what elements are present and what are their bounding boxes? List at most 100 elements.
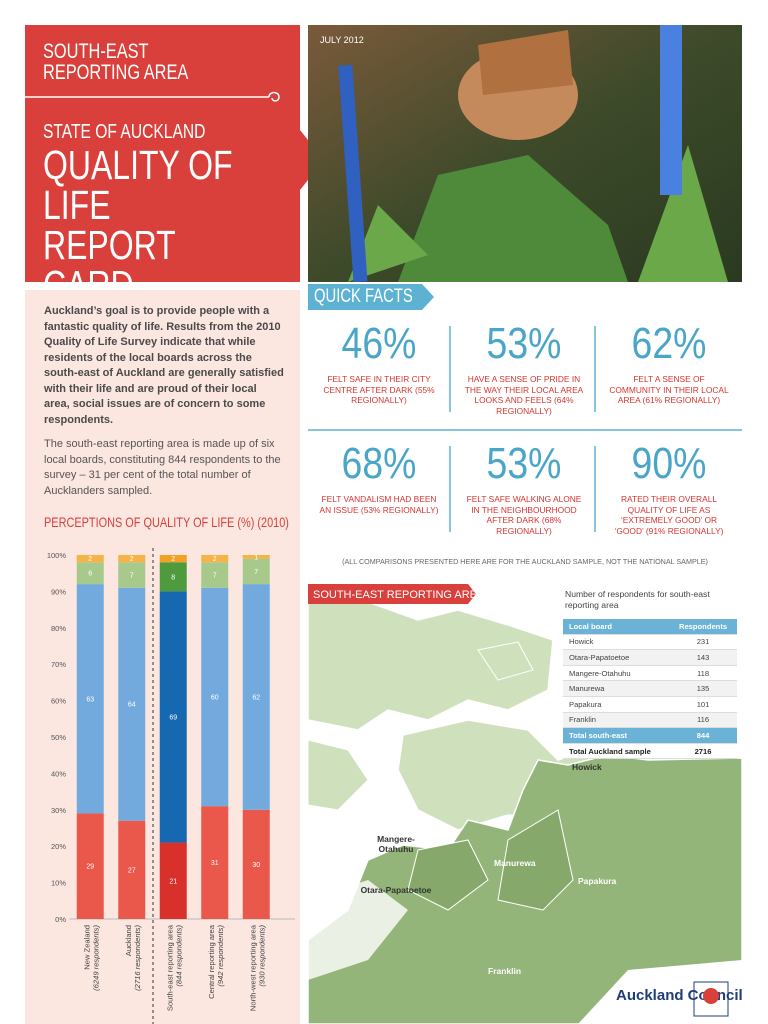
table-cell: Howick <box>563 634 670 651</box>
y-tick-label: 50% <box>51 733 66 742</box>
bar-segment <box>159 591 187 843</box>
bar-segment <box>242 555 270 559</box>
bar-segment <box>76 584 104 814</box>
fact-rules <box>308 326 742 532</box>
intro: Auckland’s goal is to provide people wit… <box>44 304 284 508</box>
value-label: 27 <box>128 867 136 874</box>
bar-segment <box>159 562 187 592</box>
table-cell: 135 <box>669 680 737 697</box>
table-cell: Total south-east <box>563 727 670 744</box>
map-label: Otara-Papatoetoe <box>361 885 432 895</box>
table-row: Papakura 101 <box>563 696 737 713</box>
table-row: Howick 231 <box>563 634 737 651</box>
x-tick-label: Central reporting area(942 respondents) <box>207 924 225 999</box>
value-label: 60 <box>211 694 219 701</box>
label-line: Otahuhu <box>379 844 414 854</box>
facts-note: (ALL COMPARISONS PRESENTED HERE ARE FOR … <box>342 557 708 566</box>
table-header: Local board Respondents <box>563 619 737 635</box>
fact-value: 46% <box>341 319 417 368</box>
x-tick-label: North-west reporting area(930 respondent… <box>248 924 266 1011</box>
bar-segment <box>201 806 229 919</box>
header-box: SOUTH-EAST REPORTING AREA STATE OF AUCKL… <box>25 25 300 306</box>
x-tick-label: New Zealand(6249 respondents) <box>82 925 100 991</box>
table-row: Otara-Papatoetoe 143 <box>563 649 737 666</box>
kicker: STATE OF AUCKLAND <box>43 121 206 143</box>
table-header-cell: Local board <box>563 619 670 635</box>
fact-text: RATED THEIR OVERALL QUALITY OF LIFE AS ‘… <box>614 494 724 536</box>
table-cell: Manurewa <box>563 680 670 697</box>
bar-segment <box>76 555 104 563</box>
table-body: Howick 231 Otara-Papatoetoe 143 Mangere-Otah… <box>563 634 737 760</box>
table-row: Franklin 116 <box>563 712 737 729</box>
fact-text: FELT SAFE WALKING ALONE IN THE NEIGHBOUR… <box>466 494 582 536</box>
chart: 0%10%20%30%40%50%60%70%80%90%100%296362N… <box>47 548 295 1024</box>
map-label: Papakura <box>578 876 617 886</box>
main-title: QUALITY OF LIFE REPORT CARD <box>43 142 233 308</box>
bar-segment <box>76 813 104 919</box>
table-row: Manurewa 135 <box>563 680 737 697</box>
map-label: Manurewa <box>494 858 536 868</box>
table-cell: Papakura <box>563 696 670 713</box>
value-label: 30 <box>252 862 260 869</box>
value-label: 63 <box>86 696 94 703</box>
bar-segment <box>242 584 270 810</box>
region-title: SOUTH-EAST REPORTING AREA <box>43 40 189 84</box>
category-name: Auckland <box>124 925 133 956</box>
fact-value: 68% <box>341 439 417 488</box>
bar-segment <box>242 809 270 919</box>
map: SOUTH-EAST REPORTING AREA Howick Mangere… <box>308 580 742 1024</box>
value-label: 2 <box>213 556 217 563</box>
table-cell: Otara-Papatoetoe <box>563 649 670 666</box>
bar-segment <box>76 562 104 585</box>
value-label: 7 <box>130 573 134 580</box>
fact-value: 53% <box>486 319 562 368</box>
intro-paragraph: Auckland’s goal is to provide people wit… <box>44 305 284 426</box>
table-cell: 116 <box>669 712 737 729</box>
y-tick-label: 0% <box>55 915 66 924</box>
bar-segment <box>159 842 187 919</box>
bar-segment <box>201 555 229 563</box>
category-note: (930 respondents) <box>257 925 266 987</box>
table-cell: 2716 <box>669 743 737 760</box>
value-label: 8 <box>171 574 175 581</box>
value-label: 7 <box>254 569 258 576</box>
map-label: Mangere-Otahuhu <box>377 834 415 854</box>
category-name: North-west reporting area <box>248 924 257 1011</box>
map-label: Franklin <box>488 966 521 976</box>
value-label: 2 <box>171 556 175 563</box>
y-tick-label: 20% <box>51 842 66 851</box>
table-cell: 101 <box>669 696 737 713</box>
table-row: Total Auckland sample 2716 <box>563 743 737 760</box>
table-cell: Franklin <box>563 712 670 729</box>
map-title: SOUTH-EAST REPORTING AREA <box>313 589 485 601</box>
divider <box>25 91 280 102</box>
value-label: 62 <box>252 694 260 701</box>
y-tick-label: 100% <box>47 551 67 560</box>
category-note: (6249 respondents) <box>91 925 100 991</box>
y-tick-label: 30% <box>51 806 66 815</box>
quick-facts-tag <box>308 284 434 310</box>
value-label: 29 <box>86 864 94 871</box>
table-cell: 118 <box>669 665 737 682</box>
value-label: 1 <box>254 554 258 561</box>
fact-value: 53% <box>486 439 562 488</box>
table-title: Number of respondents for south-east rep… <box>565 589 710 610</box>
category-name: Central reporting area <box>207 924 216 999</box>
logo: Auckland Council <box>616 987 742 1004</box>
bar-segment <box>201 562 229 588</box>
table-cell: 844 <box>669 727 737 744</box>
value-label: 6 <box>88 571 92 578</box>
date: JULY 2012 <box>320 35 364 45</box>
bar-segment <box>201 587 229 807</box>
value-label: 31 <box>211 860 219 867</box>
value-label: 7 <box>213 573 217 580</box>
table-row: Mangere-Otahuhu 118 <box>563 665 737 682</box>
category-name: South-east reporting area <box>165 924 174 1011</box>
value-label: 21 <box>169 878 177 885</box>
category-name: New Zealand <box>82 925 91 970</box>
y-tick-label: 90% <box>51 587 66 596</box>
value-label: 69 <box>169 714 177 721</box>
table-cell: Total Auckland sample <box>563 743 670 760</box>
fact-value: 62% <box>631 319 707 368</box>
